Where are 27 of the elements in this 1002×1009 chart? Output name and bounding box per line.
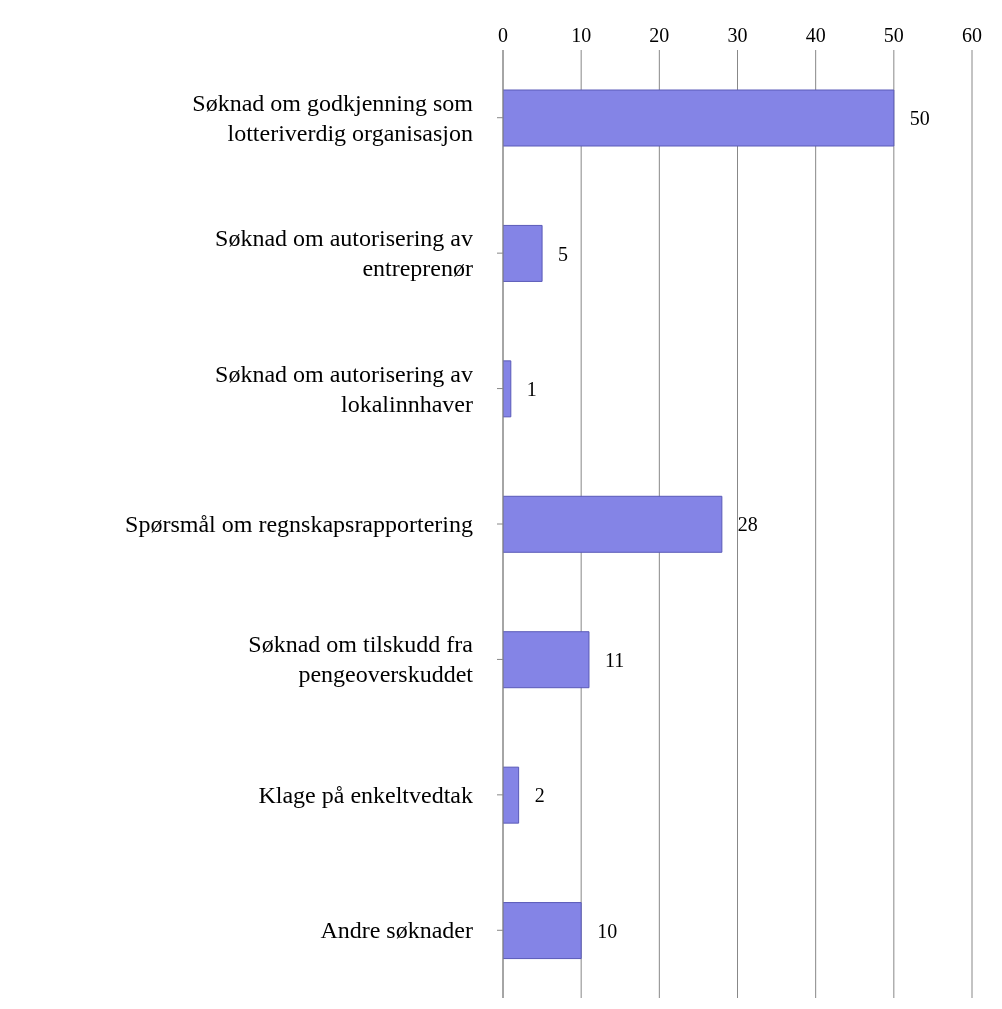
data-label: 28 <box>737 513 758 536</box>
data-label: 50 <box>909 107 930 130</box>
y-tick-label: Søknad om tilskudd fra pengeoverskuddet <box>248 631 474 688</box>
data-label: 5 <box>558 242 569 265</box>
data-label: 10 <box>597 919 618 942</box>
y-tick-label: Andre søknader <box>320 917 473 944</box>
x-tick-label: 20 <box>649 24 670 46</box>
bar <box>503 766 520 824</box>
bar <box>503 631 590 689</box>
bar <box>503 224 543 282</box>
x-tick-label: 0 <box>498 24 508 46</box>
x-tick-label: 50 <box>883 24 904 46</box>
data-label: 1 <box>526 377 537 400</box>
bar <box>503 495 723 553</box>
data-label: 2 <box>534 784 545 807</box>
x-tick-label: 60 <box>962 24 982 46</box>
x-tick-label: 40 <box>805 24 826 46</box>
data-label: 11 <box>604 648 625 671</box>
y-tick-label: Søknad om autorisering av entreprenør <box>215 225 473 282</box>
bar <box>503 902 582 960</box>
x-tick-label: 10 <box>571 24 592 46</box>
y-tick-label: Søknad om godkjenning som lotteriverdig organisasjon <box>192 89 474 146</box>
bar <box>503 89 895 147</box>
x-tick-label: 30 <box>727 24 748 46</box>
y-tick-label: Klage på enkeltvedtak <box>258 781 473 808</box>
y-tick-label: Søknad om autorisering av lokalinnhaver <box>215 360 474 417</box>
y-tick-label: Spørsmål om regnskapsrapportering <box>125 511 473 537</box>
